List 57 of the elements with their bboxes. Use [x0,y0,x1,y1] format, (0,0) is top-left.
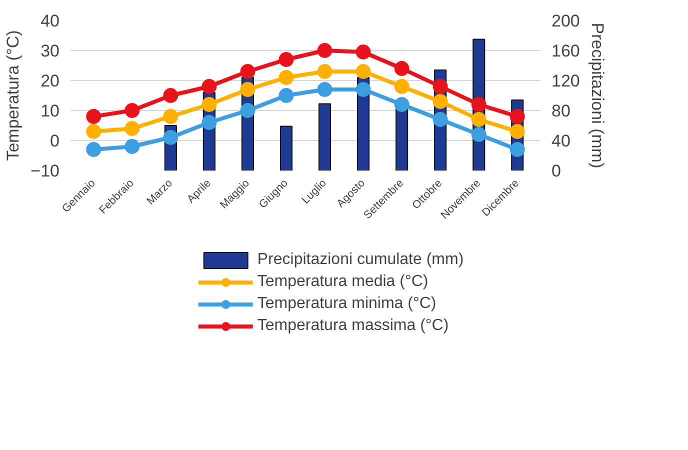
bar [280,126,293,170]
point [317,82,332,97]
y2-axis-title: Precipitazioni (mm) [588,22,607,168]
point [278,52,294,67]
y2-tick-label: 200 [552,12,580,30]
point [432,94,448,109]
point [124,103,140,118]
point [510,109,525,124]
point [394,61,410,76]
point [432,112,448,127]
point [163,109,178,124]
point [278,70,294,85]
point [124,139,140,154]
y-axis-title: Temperatura (°C) [4,30,23,161]
point [432,79,448,94]
y-tick-label: 10 [40,102,60,120]
y-tick-label: 30 [40,42,60,60]
point [86,109,102,124]
point [471,127,486,142]
y-tick-label: 20 [40,72,60,90]
point [471,97,486,112]
point [163,130,178,145]
point [356,64,371,79]
point [317,64,332,79]
y2-tick-label: 160 [552,42,580,60]
point [202,115,217,130]
bar [396,107,408,170]
legend-label: Precipitazioni cumulate (mm) [257,251,464,269]
point [471,112,486,127]
point [124,121,140,136]
point [317,43,332,58]
y-tick-label: 0 [50,132,60,150]
point [86,124,102,139]
point [394,79,410,94]
y-tick-label: 40 [40,12,60,30]
y2-tick-label: 120 [552,72,580,90]
point [202,79,217,94]
bar [318,103,332,170]
point [510,142,525,157]
y2-tick-label: 80 [552,102,570,120]
point [202,97,217,112]
point [356,44,371,60]
legend-label: Temperatura massima (°C) [257,317,449,335]
y2-tick-label: 40 [552,132,570,150]
point [510,124,525,139]
y2-tick-label: 0 [552,162,561,180]
y-tick-label: −10 [30,162,60,180]
point [394,97,410,112]
point [86,142,102,157]
point [163,88,178,103]
point [240,64,256,79]
point [278,88,294,103]
point [240,82,256,97]
point [356,82,371,97]
point [240,103,256,118]
legend-label: Temperatura minima (°C) [257,295,436,313]
legend-label: Temperatura media (°C) [257,273,428,291]
